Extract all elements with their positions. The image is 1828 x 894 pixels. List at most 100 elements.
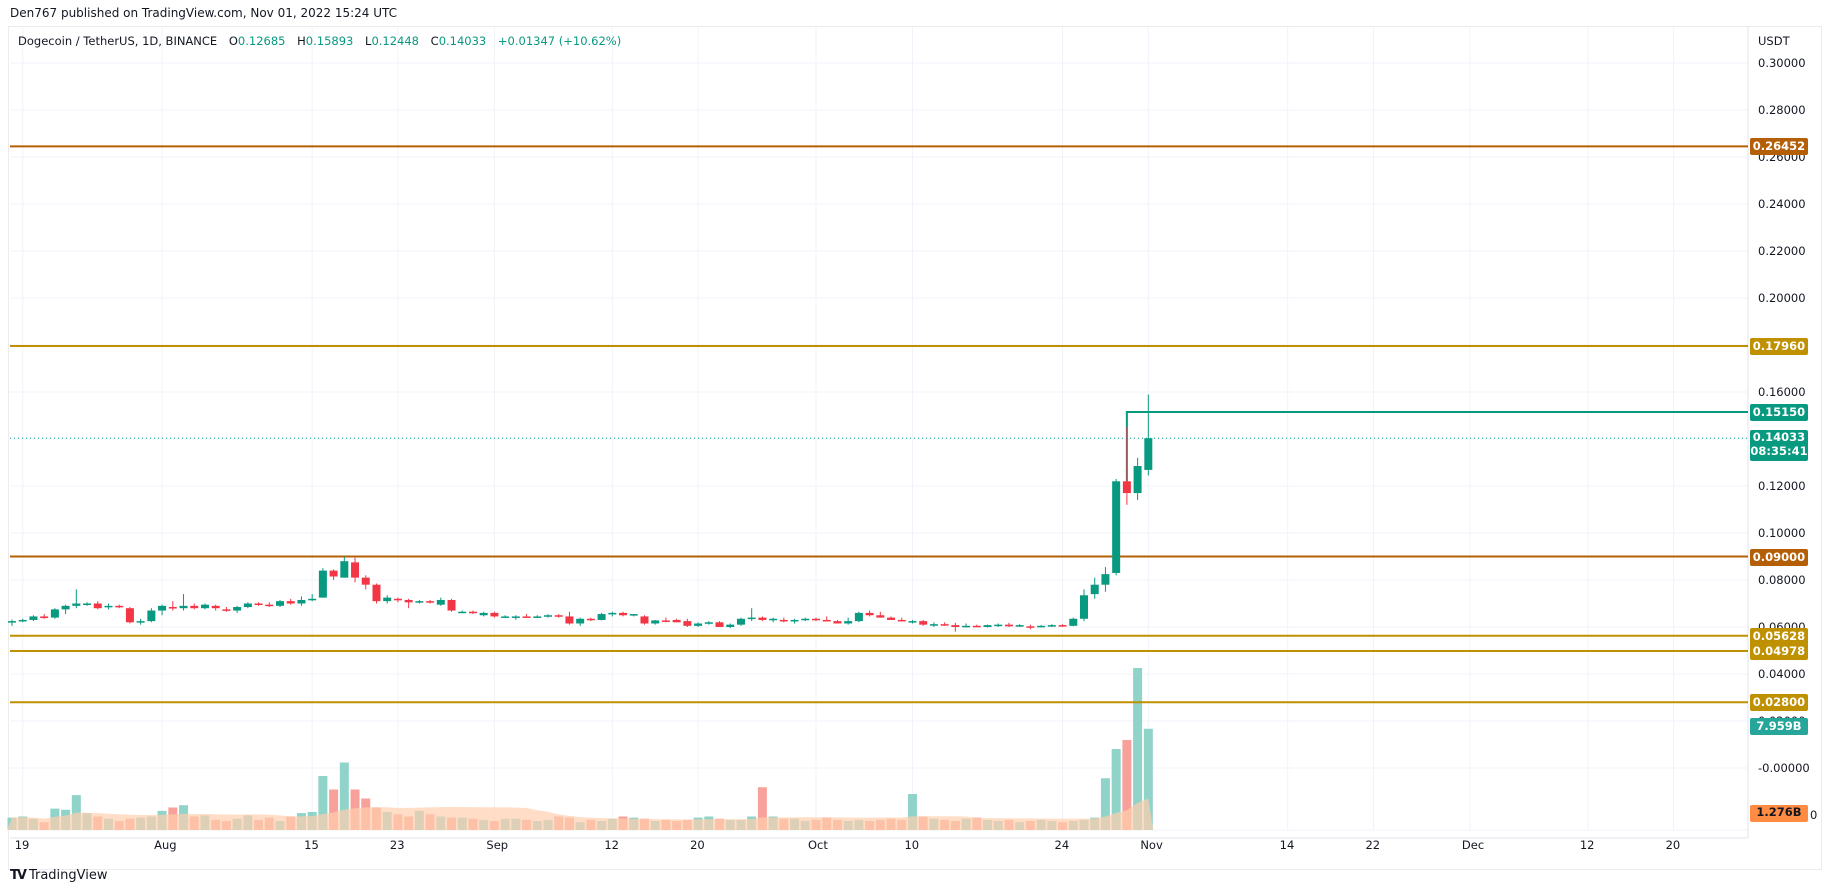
candle-body[interactable] [865,612,874,616]
high-marker-line[interactable] [1125,410,1748,482]
candle-body[interactable] [125,608,134,623]
candle-body[interactable] [779,619,788,622]
candle-body[interactable] [426,601,435,603]
candle-body[interactable] [1004,624,1013,627]
candle-body[interactable] [565,616,574,624]
candle-body[interactable] [522,616,531,618]
candle-body[interactable] [468,611,477,614]
candle-body[interactable] [318,570,327,598]
candle-body[interactable] [93,603,102,609]
candle-body[interactable] [211,605,220,609]
candle-body[interactable] [994,624,1003,627]
candle-body[interactable] [715,622,724,627]
candle-body[interactable] [1058,625,1067,627]
candle-body[interactable] [383,597,392,602]
candle-body[interactable] [233,607,242,611]
candle-body[interactable] [586,618,595,621]
candle-body[interactable] [683,621,692,626]
candle-body[interactable] [597,614,606,620]
candle-body[interactable] [372,584,381,602]
candle-body[interactable] [661,620,670,622]
candle-body[interactable] [104,605,113,608]
candle-body[interactable] [1015,625,1024,627]
candle-body[interactable] [608,612,617,615]
candle-body[interactable] [501,616,510,618]
candle-body[interactable] [200,604,209,609]
candle-body[interactable] [887,617,896,620]
candle-body[interactable] [83,603,92,606]
candle-body[interactable] [629,614,638,616]
tradingview-logo[interactable]: TV TradingView [10,868,108,883]
candle-body[interactable] [72,603,81,606]
candle-body[interactable] [1133,466,1142,494]
candle-body[interactable] [972,625,981,628]
candle-body[interactable] [8,621,16,623]
symbol-title[interactable]: Dogecoin / TetherUS, 1D, BINANCE [18,34,218,48]
candle-body[interactable] [490,612,499,617]
candle-body[interactable] [726,624,735,627]
candle-body[interactable] [511,616,520,618]
candle-body[interactable] [790,619,799,622]
candle-body[interactable] [147,610,156,622]
candle-body[interactable] [758,617,767,620]
candle-body[interactable] [190,605,199,609]
candle-body[interactable] [361,577,370,585]
candle-body[interactable] [404,599,413,603]
candle-body[interactable] [40,616,49,619]
candle-body[interactable] [265,604,274,607]
candle-body[interactable] [919,621,928,625]
candle-body[interactable] [619,612,628,616]
candle-body[interactable] [533,616,542,618]
candle-body[interactable] [747,617,756,620]
candle-body[interactable] [962,625,971,628]
candle-body[interactable] [672,619,681,623]
candle-body[interactable] [308,598,317,601]
candle-body[interactable] [822,619,831,622]
candle-body[interactable] [329,570,338,577]
candle-body[interactable] [1069,618,1078,626]
candle-body[interactable] [704,622,713,624]
candle-body[interactable] [243,603,252,608]
candle-body[interactable] [340,561,349,578]
candle-body[interactable] [479,612,488,616]
candle-body[interactable] [276,601,284,606]
candle-body[interactable] [1122,481,1131,494]
candle-body[interactable] [1090,584,1099,595]
candle-body[interactable] [769,618,778,621]
candle-body[interactable] [286,601,295,604]
candle-body[interactable] [854,612,863,622]
candle-body[interactable] [983,625,992,627]
candle-body[interactable] [576,618,585,624]
candle-body[interactable] [297,599,306,604]
candle-body[interactable] [951,625,960,627]
candle-body[interactable] [833,621,842,624]
candle-body[interactable] [801,618,810,621]
candle-body[interactable] [29,616,38,620]
candle-body[interactable] [554,615,563,617]
candle-body[interactable] [651,620,660,624]
candle-body[interactable] [844,621,853,624]
candle-body[interactable] [1144,438,1153,470]
candle-body[interactable] [812,618,820,621]
candle-body[interactable] [136,621,145,623]
candle-body[interactable] [254,603,263,606]
candle-body[interactable] [458,611,467,614]
candle-body[interactable] [694,623,703,626]
candle-body[interactable] [61,605,70,610]
candle-body[interactable] [393,598,402,601]
candle-body[interactable] [908,621,917,623]
candle-body[interactable] [351,562,360,578]
candle-body[interactable] [1026,626,1035,628]
candle-body[interactable] [447,599,456,611]
candle-body[interactable] [736,618,745,625]
candle-body[interactable] [222,609,231,611]
candle-body[interactable] [1037,625,1046,628]
chart-container[interactable] [8,26,1822,870]
candle-body[interactable] [50,609,59,618]
candle-body[interactable] [940,624,949,626]
candle-body[interactable] [897,619,906,622]
candle-body[interactable] [640,616,649,624]
candle-body[interactable] [115,605,124,608]
candle-body[interactable] [158,605,167,611]
